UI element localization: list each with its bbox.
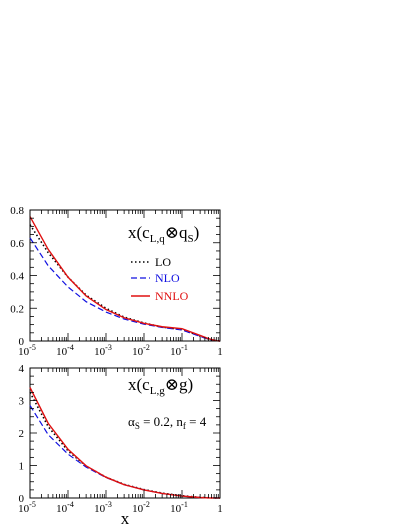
plot-frame (29, 209, 221, 342)
y-tick-label: 0.2 (10, 303, 24, 315)
x-tick-label: 10-1 (170, 343, 188, 358)
label-sub: L,g (150, 385, 165, 397)
series-nlo-line (29, 237, 221, 342)
params-annotation: αS = 0.2, nf = 4 (128, 414, 207, 431)
x-tick-label: 10-1 (170, 500, 188, 515)
legend-nlo-label: NLO (155, 271, 180, 285)
x-tick-label: 10-3 (94, 500, 112, 515)
x-tick-label: 10-4 (56, 500, 74, 515)
annotation-sub: f (183, 421, 186, 431)
x-tick-label: 10-5 (18, 343, 36, 358)
legend: LO NLO NNLO (131, 255, 189, 303)
x-tick-label: 10-3 (94, 343, 112, 358)
panel-cLg: 0 1 2 3 4 10-5 10-4 10-3 10-2 10-1 1 x(cL,g⊗g) αS… (18, 363, 223, 515)
panel-label-cLg: x(cL,g⊗g) (128, 375, 193, 397)
y-tick-label: 1 (19, 461, 25, 473)
x-tick-label: 10-2 (132, 343, 150, 358)
label-sub: S (187, 233, 193, 245)
y-tick-label: 0 (19, 336, 25, 348)
x-tick-label: 10-5 (18, 500, 36, 515)
x-tick-label: 1 (217, 346, 223, 358)
x-ticks: 10-5 10-4 10-3 10-2 10-1 1 (18, 368, 223, 515)
y-ticks: 0 0.2 0.4 0.6 0.8 (10, 205, 220, 348)
legend-lo-label: LO (155, 255, 171, 269)
y-tick-label: 0.6 (10, 238, 24, 250)
x-tick-label: 1 (217, 503, 223, 515)
y-ticks: 0 1 2 3 4 (19, 363, 220, 505)
y-tick-label: 0.8 (10, 205, 24, 217)
label-sub: L,q (150, 233, 165, 245)
x-tick-label: 10-4 (56, 343, 74, 358)
x-axis-label: x (121, 509, 130, 528)
panel-label-cLq: x(cL,q⊗qS) (128, 223, 199, 245)
y-tick-label: 4 (19, 363, 25, 375)
y-tick-label: 0.4 (10, 271, 24, 283)
y-tick-label: 3 (19, 396, 25, 408)
series-nnlo-line (29, 387, 220, 499)
x-ticks: 10-5 10-4 10-3 10-2 10-1 1 (18, 210, 223, 358)
x-tick-label: 10-2 (132, 500, 150, 515)
annotation-sub: S (135, 421, 140, 431)
panel-cLq: 0 0.2 0.4 0.6 0.8 10-5 10-4 10-3 10-2 10-1 1 x(cL… (10, 205, 223, 358)
y-tick-label: 2 (19, 428, 25, 440)
legend-nnlo-label: NNLO (155, 289, 189, 303)
curves (29, 387, 220, 499)
y-tick-label: 0 (19, 493, 25, 505)
